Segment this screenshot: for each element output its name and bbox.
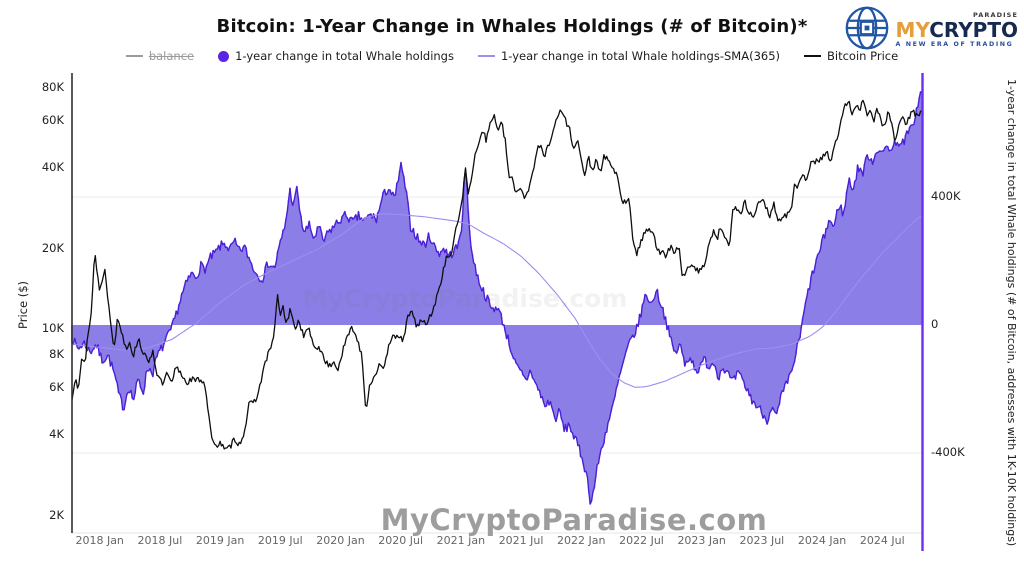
left-axis-tick: 6K: [49, 380, 64, 395]
watermark-ghost: MyCryptoParadise.com: [302, 284, 628, 313]
left-axis-tick: 60K: [41, 113, 64, 128]
logo-brand-crypto: CRYPTO: [929, 17, 1018, 42]
x-axis-tick: 2021 Jan: [436, 534, 486, 547]
chart-legend: balance 1-year change in total Whale hol…: [0, 49, 1024, 63]
legend-label-balance: balance: [148, 49, 195, 63]
x-axis-tick: 2024 Jan: [797, 534, 847, 547]
logo-brand-text: MYCRYPTO: [896, 20, 1018, 40]
x-axis-tick: 2023 Jul: [739, 534, 785, 547]
legend-item-whale-sma[interactable]: 1-year change in total Whale holdings-SM…: [477, 49, 781, 63]
price-line-icon: [804, 55, 822, 57]
logo-paradise-text: PARADISE: [973, 11, 1018, 20]
legend-item-whale-change[interactable]: 1-year change in total Whale holdings: [218, 49, 454, 63]
x-axis-tick: 2023 Jan: [677, 534, 726, 547]
left-axis-tick: 2K: [49, 507, 64, 522]
left-axis-title: Price ($): [16, 281, 30, 329]
globe-icon: [841, 2, 893, 58]
x-axis-tick: 2019 Jan: [195, 534, 245, 547]
x-axis-tick: 2024 Jul: [859, 534, 905, 547]
purple-dot-icon: [218, 50, 230, 62]
right-axis-title: 1-year change in total Whale holdings (#…: [1005, 79, 1018, 547]
left-axis-tick: 40K: [41, 160, 64, 175]
legend-item-balance[interactable]: balance: [125, 49, 195, 63]
watermark: MyCryptoParadise.com: [380, 503, 768, 537]
legend-label-bitcoin-price: Bitcoin Price: [827, 49, 899, 63]
right-axis-tick: -400K: [931, 445, 965, 459]
x-axis-tick: 2022 Jan: [557, 534, 606, 547]
x-axis-tick: 2022 Jul: [619, 534, 664, 547]
right-axis-tick: 0: [931, 317, 939, 331]
x-axis-tick: 2018 Jul: [137, 534, 183, 547]
legend-label-whale-sma: 1-year change in total Whale holdings-SM…: [500, 49, 781, 63]
left-axis-tick: 80K: [41, 80, 64, 94]
x-axis-tick: 2020 Jan: [316, 534, 365, 547]
sma-line-icon: [477, 55, 495, 57]
brand-logo: PARADISE MYCRYPTO A NEW ERA OF TRADING: [841, 2, 1018, 58]
legend-item-bitcoin-price[interactable]: Bitcoin Price: [804, 49, 898, 63]
page-title: Bitcoin: 1-Year Change in Whales Holding…: [216, 16, 808, 37]
x-axis-tick: 2020 Jul: [378, 534, 424, 547]
x-axis-tick: 2018 Jan: [75, 534, 124, 547]
x-axis-tick: 2021 Jul: [498, 534, 544, 547]
legend-label-whale-change: 1-year change in total Whale holdings: [235, 49, 454, 63]
logo-tagline: A NEW ERA OF TRADING: [895, 40, 1014, 48]
left-axis-tick: 8K: [49, 347, 64, 361]
left-axis-tick: 4K: [49, 427, 64, 442]
balance-line-icon: [125, 55, 143, 57]
logo-brand-my: MY: [895, 17, 930, 42]
left-axis-tick: 20K: [41, 240, 64, 255]
right-axis-tick: 400K: [931, 189, 961, 203]
left-axis-tick: 10K: [41, 321, 64, 336]
x-axis-tick: 2019 Jul: [257, 534, 303, 547]
